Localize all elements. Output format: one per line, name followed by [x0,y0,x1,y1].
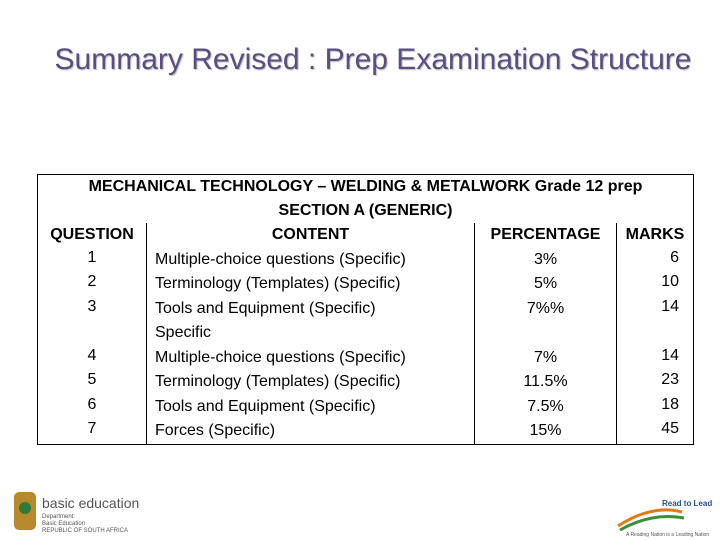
content-cell: Tools and Equipment (Specific) [146,296,475,321]
percentage-cell: 3% [474,247,617,272]
question-cell: 7 [37,419,147,444]
caption: SECTION A (GENERIC) [37,199,694,223]
content-cell: Specific [146,321,475,346]
marks-cell [616,321,694,346]
percentage-cell: 7%% [474,296,617,321]
column-header: QUESTION [37,223,147,248]
header-row: QUESTION CONTENT PERCENTAGE MARKS [37,223,694,248]
question-cell: 2 [37,272,147,297]
table-row: 3 Tools and Equipment (Specific) 7%% 14 [37,296,694,321]
question-cell: 4 [37,345,147,370]
table-row: 4 Multiple-choice questions (Specific) 7% 1… [37,345,694,370]
content-cell: Tools and Equipment (Specific) [146,394,475,419]
percentage-cell: 7.5% [474,394,617,419]
question-cell [37,321,147,346]
logo-name: basic education [42,495,139,511]
table-row: 2 Terminology (Templates) (Specific) 5% 10 [37,272,694,297]
crest-emblem [19,502,31,514]
table-row: 7 Forces (Specific) 15% 45 [37,419,694,444]
logo-line: Department: [42,514,75,520]
caption-row: MECHANICAL TECHNOLOGY – WELDING & METALW… [37,174,694,199]
table-row: 6 Tools and Equipment (Specific) 7.5% 18 [37,394,694,419]
column-header: CONTENT [146,223,475,248]
percentage-cell [474,321,617,346]
logo-tagline: A Reading Nation is a Leading Nation [626,532,709,538]
content-cell: Terminology (Templates) (Specific) [146,370,475,395]
logo-name: Read to Lead [662,499,712,508]
marks-cell: 23 [616,370,694,395]
swoosh [619,515,685,532]
swoosh [617,508,683,528]
content-cell: Forces (Specific) [146,419,475,444]
logo-line: REPUBLIC OF SOUTH AFRICA [42,528,128,534]
dbe-logo: basic education Department: Basic Educat… [14,492,139,534]
content-cell: Multiple-choice questions (Specific) [146,247,475,272]
slide-title: Summary Revised : Prep Examination Struc… [54,43,692,76]
table-row: 1 Multiple-choice questions (Specific) 3% 6 [37,247,694,272]
percentage-cell: 15% [474,419,617,444]
logo-line: Basic Education [42,521,85,527]
question-cell: 5 [37,370,147,395]
table-row: 5 Terminology (Templates) (Specific) 11.5%… [37,370,694,395]
marks-cell: 45 [616,419,694,444]
table-row: Specific [37,321,694,346]
percentage-cell: 7% [474,345,617,370]
question-cell: 1 [37,247,147,272]
exam-table: MECHANICAL TECHNOLOGY – WELDING & METALW… [37,174,694,445]
question-cell: 3 [37,296,147,321]
marks-cell: 14 [616,296,694,321]
column-header: PERCENTAGE [474,223,617,248]
caption: MECHANICAL TECHNOLOGY – WELDING & METALW… [37,174,694,199]
read-to-lead-logo: Read to Lead A Reading Nation is a Leadi… [617,499,712,538]
question-cell: 6 [37,394,147,419]
percentage-cell: 11.5% [474,370,617,395]
content-cell: Terminology (Templates) (Specific) [146,272,475,297]
caption-row: SECTION A (GENERIC) [37,199,694,223]
marks-cell: 14 [616,345,694,370]
marks-cell: 10 [616,272,694,297]
marks-cell: 6 [616,247,694,272]
percentage-cell: 5% [474,272,617,297]
content-cell: Multiple-choice questions (Specific) [146,345,475,370]
marks-cell: 18 [616,394,694,419]
column-header: MARKS [616,223,694,248]
